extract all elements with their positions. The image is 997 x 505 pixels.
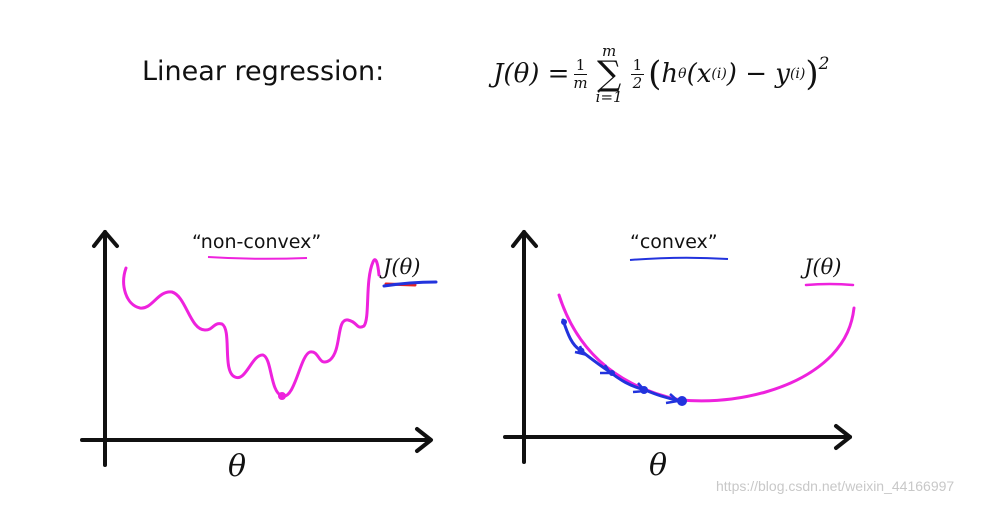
right-curve-label-underline [804, 282, 855, 287]
right-convex-curve [557, 293, 856, 403]
formula-summation: m ∑ i=1 [595, 42, 623, 106]
formula-x-sup: (i) [711, 66, 727, 82]
left-x-axis-label: θ [228, 449, 246, 484]
left-x-axis-arrowhead [415, 427, 433, 453]
gd-step-point-5 [677, 396, 687, 406]
formula-y-sup: (i) [789, 66, 806, 82]
left-plot-label: “non-convex” [192, 231, 321, 253]
watermark-url: https://blog.csdn.net/weixin_44166997 [716, 478, 955, 494]
right-y-axis-arrowhead [511, 230, 538, 248]
left-curve-minimum-point [278, 392, 286, 400]
left-plot: “non-convex” J(θ) θ [80, 230, 438, 484]
page-title: Linear regression: [142, 56, 385, 87]
formula-power: 2 [818, 54, 830, 74]
left-curve-label: J(θ) [379, 255, 420, 279]
gd-step-point-1 [561, 319, 567, 325]
left-y-axis-arrowhead [92, 230, 119, 248]
right-plot: “convex” J(θ) θ [503, 230, 856, 483]
formula-fraction-1-over-m: 1 m [573, 55, 588, 92]
left-curve-label-underline-blue [382, 280, 438, 288]
gd-step-point-3 [609, 370, 615, 376]
left-label-underline [207, 256, 308, 260]
formula-close-paren: ) [805, 54, 819, 94]
formula-lhs: J(θ) = [493, 59, 570, 89]
right-curve-label: J(θ) [800, 255, 841, 279]
formula-h: h [661, 59, 679, 89]
left-nonconvex-curve [122, 258, 381, 398]
right-plot-label: “convex” [630, 231, 718, 253]
formula-open-paren: ( [648, 54, 662, 94]
right-x-axis-arrowhead [834, 424, 852, 450]
right-x-axis-label: θ [649, 448, 667, 483]
formula-minus-y: ) − y [726, 59, 790, 89]
formula-x: (x [686, 59, 712, 89]
gd-step-point-4 [640, 386, 648, 394]
right-label-underline [629, 256, 729, 261]
gd-step-point-2 [577, 347, 585, 355]
formula-fraction-1-over-2: 1 2 [630, 55, 645, 92]
gradient-descent-path [561, 318, 683, 403]
formula-h-sub: θ [678, 66, 687, 82]
